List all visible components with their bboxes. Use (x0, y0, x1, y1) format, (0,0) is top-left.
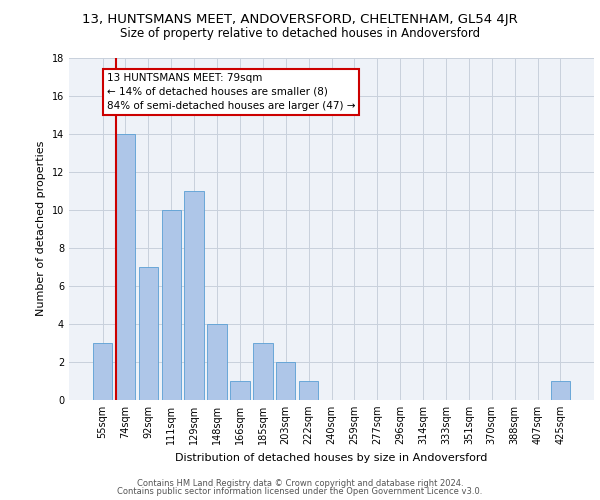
Bar (93, 343, 112, 400)
Bar (161, 210, 181, 400)
Bar (253, 343, 272, 400)
Bar (116, 134, 135, 400)
Bar (208, 324, 227, 400)
X-axis label: Distribution of detached houses by size in Andoversford: Distribution of detached houses by size … (175, 452, 488, 462)
Bar (276, 362, 295, 400)
Text: 13 HUNTSMANS MEET: 79sqm
← 14% of detached houses are smaller (8)
84% of semi-de: 13 HUNTSMANS MEET: 79sqm ← 14% of detach… (107, 72, 355, 110)
Y-axis label: Number of detached properties: Number of detached properties (36, 141, 46, 316)
Text: 13, HUNTSMANS MEET, ANDOVERSFORD, CHELTENHAM, GL54 4JR: 13, HUNTSMANS MEET, ANDOVERSFORD, CHELTE… (82, 12, 518, 26)
Text: Contains HM Land Registry data © Crown copyright and database right 2024.: Contains HM Land Registry data © Crown c… (137, 478, 463, 488)
Bar (139, 267, 158, 400)
Bar (184, 190, 204, 400)
Text: Size of property relative to detached houses in Andoversford: Size of property relative to detached ho… (120, 28, 480, 40)
Text: Contains public sector information licensed under the Open Government Licence v3: Contains public sector information licen… (118, 487, 482, 496)
Bar (230, 381, 250, 400)
Bar (551, 381, 570, 400)
Bar (299, 381, 319, 400)
